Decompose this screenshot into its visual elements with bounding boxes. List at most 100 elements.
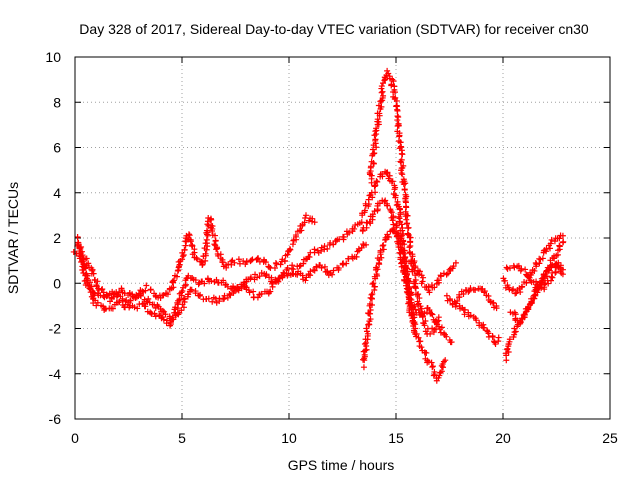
data-point	[378, 103, 385, 110]
data-point	[340, 234, 347, 241]
y-tick-label: 10	[45, 49, 61, 65]
data-point	[467, 312, 474, 319]
data-point	[378, 83, 385, 90]
data-point	[456, 293, 463, 300]
data-point	[359, 356, 366, 363]
data-points	[70, 67, 567, 384]
data-point	[495, 334, 502, 341]
data-point	[447, 297, 454, 304]
data-point	[99, 286, 106, 293]
data-point	[289, 262, 296, 269]
data-point	[126, 304, 133, 311]
data-point	[273, 278, 280, 285]
series-post-1	[410, 258, 459, 296]
data-point	[75, 241, 82, 248]
y-tick-label: -6	[49, 411, 62, 427]
data-point	[507, 265, 514, 272]
data-point	[256, 273, 263, 280]
data-point	[220, 277, 227, 284]
data-point	[373, 264, 380, 271]
data-point	[266, 264, 273, 271]
data-point	[202, 257, 209, 264]
data-point	[379, 88, 386, 95]
data-point	[491, 339, 498, 346]
data-point	[118, 285, 125, 292]
data-point	[395, 122, 402, 129]
data-point	[398, 170, 405, 177]
data-point	[452, 259, 459, 266]
data-point	[302, 212, 309, 219]
data-point	[559, 271, 566, 278]
data-point	[522, 266, 529, 273]
data-point	[373, 178, 380, 185]
data-point	[539, 255, 546, 262]
data-point	[435, 314, 442, 321]
y-tick-label: 6	[53, 140, 61, 156]
data-point	[219, 259, 226, 266]
data-point	[425, 358, 432, 365]
data-point	[292, 232, 299, 239]
data-point	[369, 211, 376, 218]
data-point	[170, 277, 177, 284]
data-point	[556, 235, 563, 242]
data-point	[201, 280, 208, 287]
data-point	[324, 245, 331, 252]
series-tail-1	[500, 232, 566, 297]
data-point	[460, 291, 467, 298]
data-point	[402, 213, 409, 220]
data-point	[554, 263, 561, 270]
data-point	[311, 219, 318, 226]
data-point	[87, 279, 94, 286]
data-point	[182, 282, 189, 289]
data-point	[147, 286, 154, 293]
data-point	[367, 306, 374, 313]
series-track-3	[70, 212, 318, 305]
data-point	[160, 316, 167, 323]
data-point	[100, 289, 107, 296]
series-peak-rise	[359, 225, 419, 371]
data-point	[280, 269, 287, 276]
data-point	[403, 204, 410, 211]
data-point	[203, 227, 210, 234]
data-point	[361, 355, 368, 362]
y-tick-label: -2	[49, 321, 62, 337]
data-point	[398, 159, 405, 166]
data-point	[395, 113, 402, 120]
data-point	[443, 292, 450, 299]
data-point	[187, 238, 194, 245]
data-point	[426, 289, 433, 296]
data-point	[437, 273, 444, 280]
axis-ticks: 0 5 10 15 20 25 -6 -4 -2 0 2 4 6 8 10	[45, 49, 618, 446]
data-point	[303, 274, 310, 281]
data-point	[539, 274, 546, 281]
data-point	[548, 273, 555, 280]
data-point	[97, 292, 104, 299]
data-point	[416, 295, 423, 302]
data-point	[533, 278, 540, 285]
chart-title: Day 328 of 2017, Sidereal Day-to-day VTE…	[79, 21, 589, 37]
data-point	[366, 171, 373, 178]
data-point	[374, 178, 381, 185]
data-point	[502, 350, 509, 357]
data-point	[74, 234, 81, 241]
data-point	[415, 271, 422, 278]
data-point	[360, 364, 367, 371]
data-point	[174, 267, 181, 274]
data-point	[163, 320, 170, 327]
y-axis-label: SDTVAR / TECUs	[5, 182, 21, 294]
data-point	[311, 246, 318, 253]
data-point	[547, 245, 554, 252]
data-point	[423, 349, 430, 356]
data-point	[414, 291, 421, 298]
data-point	[412, 330, 419, 337]
data-point	[363, 224, 370, 231]
data-point	[424, 304, 431, 311]
data-point	[365, 321, 372, 328]
data-point	[116, 298, 123, 305]
data-point	[397, 158, 404, 165]
data-point	[388, 209, 395, 216]
data-point	[181, 295, 188, 302]
data-point	[402, 273, 409, 280]
data-point	[94, 278, 101, 285]
data-point	[311, 267, 318, 274]
